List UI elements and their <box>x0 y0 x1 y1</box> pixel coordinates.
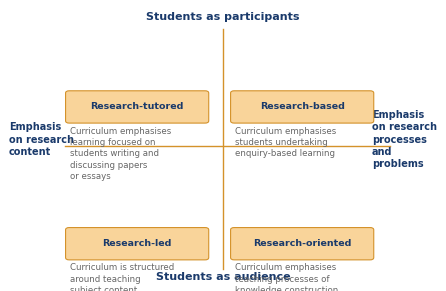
Text: Curriculum emphasises
learning focused on
students writing and
discussing papers: Curriculum emphasises learning focused o… <box>70 127 172 181</box>
Text: Curriculum is structured
around teaching
subject content: Curriculum is structured around teaching… <box>70 263 175 291</box>
Text: Research-tutored: Research-tutored <box>91 102 184 111</box>
Text: Emphasis
on research
processes
and
problems: Emphasis on research processes and probl… <box>372 110 437 169</box>
Text: Research-based: Research-based <box>260 102 345 111</box>
Text: Curriculum emphasises
teaching processes of
knowledge construction
in the subjec: Curriculum emphasises teaching processes… <box>235 263 339 291</box>
Text: Curriculum emphasises
students undertaking
enquiry-based learning: Curriculum emphasises students undertaki… <box>235 127 337 159</box>
FancyBboxPatch shape <box>66 228 209 260</box>
Text: Emphasis
on research
content: Emphasis on research content <box>9 122 74 157</box>
Text: Research-led: Research-led <box>103 239 172 248</box>
FancyBboxPatch shape <box>231 228 374 260</box>
Text: Research-oriented: Research-oriented <box>253 239 351 248</box>
FancyBboxPatch shape <box>231 91 374 123</box>
Text: Students as audience: Students as audience <box>156 272 290 282</box>
Text: Students as participants: Students as participants <box>146 12 300 22</box>
FancyBboxPatch shape <box>66 91 209 123</box>
